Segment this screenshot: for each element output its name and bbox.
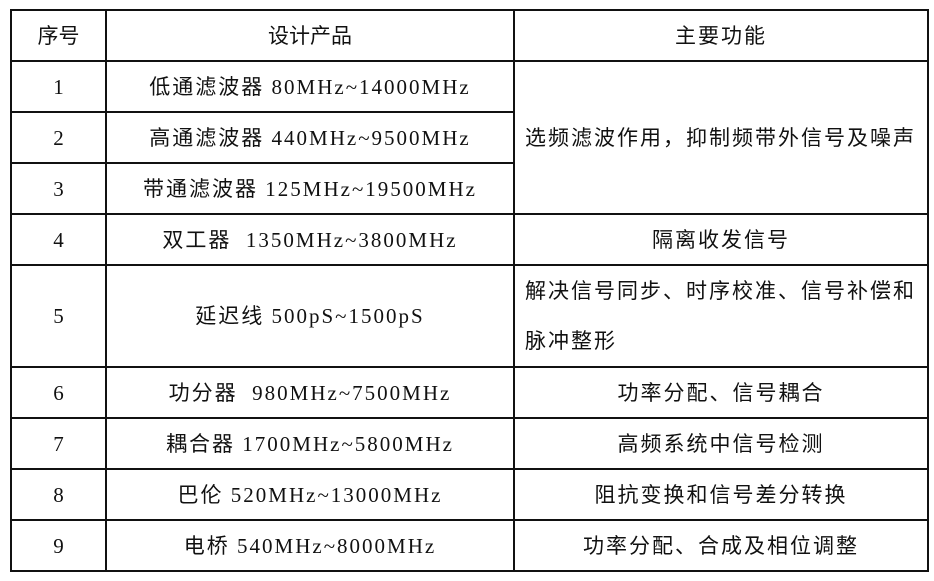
row-product: 双工器 1350MHz~3800MHz	[105, 213, 515, 266]
row-function-merged: 选频滤波作用，抑制频带外信号及噪声	[513, 60, 929, 215]
row-function: 阻抗变换和信号差分转换	[513, 468, 929, 521]
row-index: 6	[10, 366, 107, 419]
row-product: 耦合器 1700MHz~5800MHz	[105, 417, 515, 470]
row-function: 功率分配、合成及相位调整	[513, 519, 929, 572]
row-function: 隔离收发信号	[513, 213, 929, 266]
table-row: 4 双工器 1350MHz~3800MHz 隔离收发信号	[10, 213, 929, 266]
row-product: 功分器 980MHz~7500MHz	[105, 366, 515, 419]
row-function: 功率分配、信号耦合	[513, 366, 929, 419]
table-row: 3 带通滤波器 125MHz~19500MHz	[10, 162, 928, 215]
table-row: 1 低通滤波器 80MHz~14000MHz 选频滤波作用，抑制频带外信号及噪声	[10, 60, 929, 215]
row-index: 3	[10, 162, 107, 215]
row-function: 高频系统中信号检测	[513, 417, 929, 470]
row-index: 8	[10, 468, 107, 521]
row-product: 巴伦 520MHz~13000MHz	[105, 468, 515, 521]
row-function: 解决信号同步、时序校准、信号补偿和脉冲整形	[513, 264, 929, 368]
header-row: 序号 设计产品 主要功能	[10, 9, 929, 62]
row-product: 带通滤波器 125MHz~19500MHz	[105, 162, 515, 215]
row-product: 延迟线 500pS~1500pS	[105, 264, 515, 368]
table-row: 5 延迟线 500pS~1500pS 解决信号同步、时序校准、信号补偿和脉冲整形	[10, 264, 929, 368]
row-index: 5	[10, 264, 107, 368]
table-row: 9 电桥 540MHz~8000MHz 功率分配、合成及相位调整	[10, 519, 929, 572]
row-index: 4	[10, 213, 107, 266]
row-product: 电桥 540MHz~8000MHz	[105, 519, 515, 572]
row-index: 1	[10, 60, 107, 113]
table-row: 6 功分器 980MHz~7500MHz 功率分配、信号耦合	[10, 366, 929, 419]
table-row: 7 耦合器 1700MHz~5800MHz 高频系统中信号检测	[10, 417, 929, 470]
table-row: 8 巴伦 520MHz~13000MHz 阻抗变换和信号差分转换	[10, 468, 929, 521]
row-index: 9	[10, 519, 107, 572]
table-row: 2 高通滤波器 440MHz~9500MHz	[10, 111, 928, 164]
row-product: 低通滤波器 80MHz~14000MHz	[105, 60, 515, 113]
product-table: 序号 设计产品 主要功能 1 低通滤波器 80MHz~14000MHz 选频滤波…	[10, 9, 929, 572]
header-index: 序号	[10, 9, 107, 62]
row-index: 7	[10, 417, 107, 470]
header-product: 设计产品	[105, 9, 515, 62]
header-function: 主要功能	[513, 9, 929, 62]
row-index: 2	[10, 111, 107, 164]
row-product: 高通滤波器 440MHz~9500MHz	[105, 111, 515, 164]
